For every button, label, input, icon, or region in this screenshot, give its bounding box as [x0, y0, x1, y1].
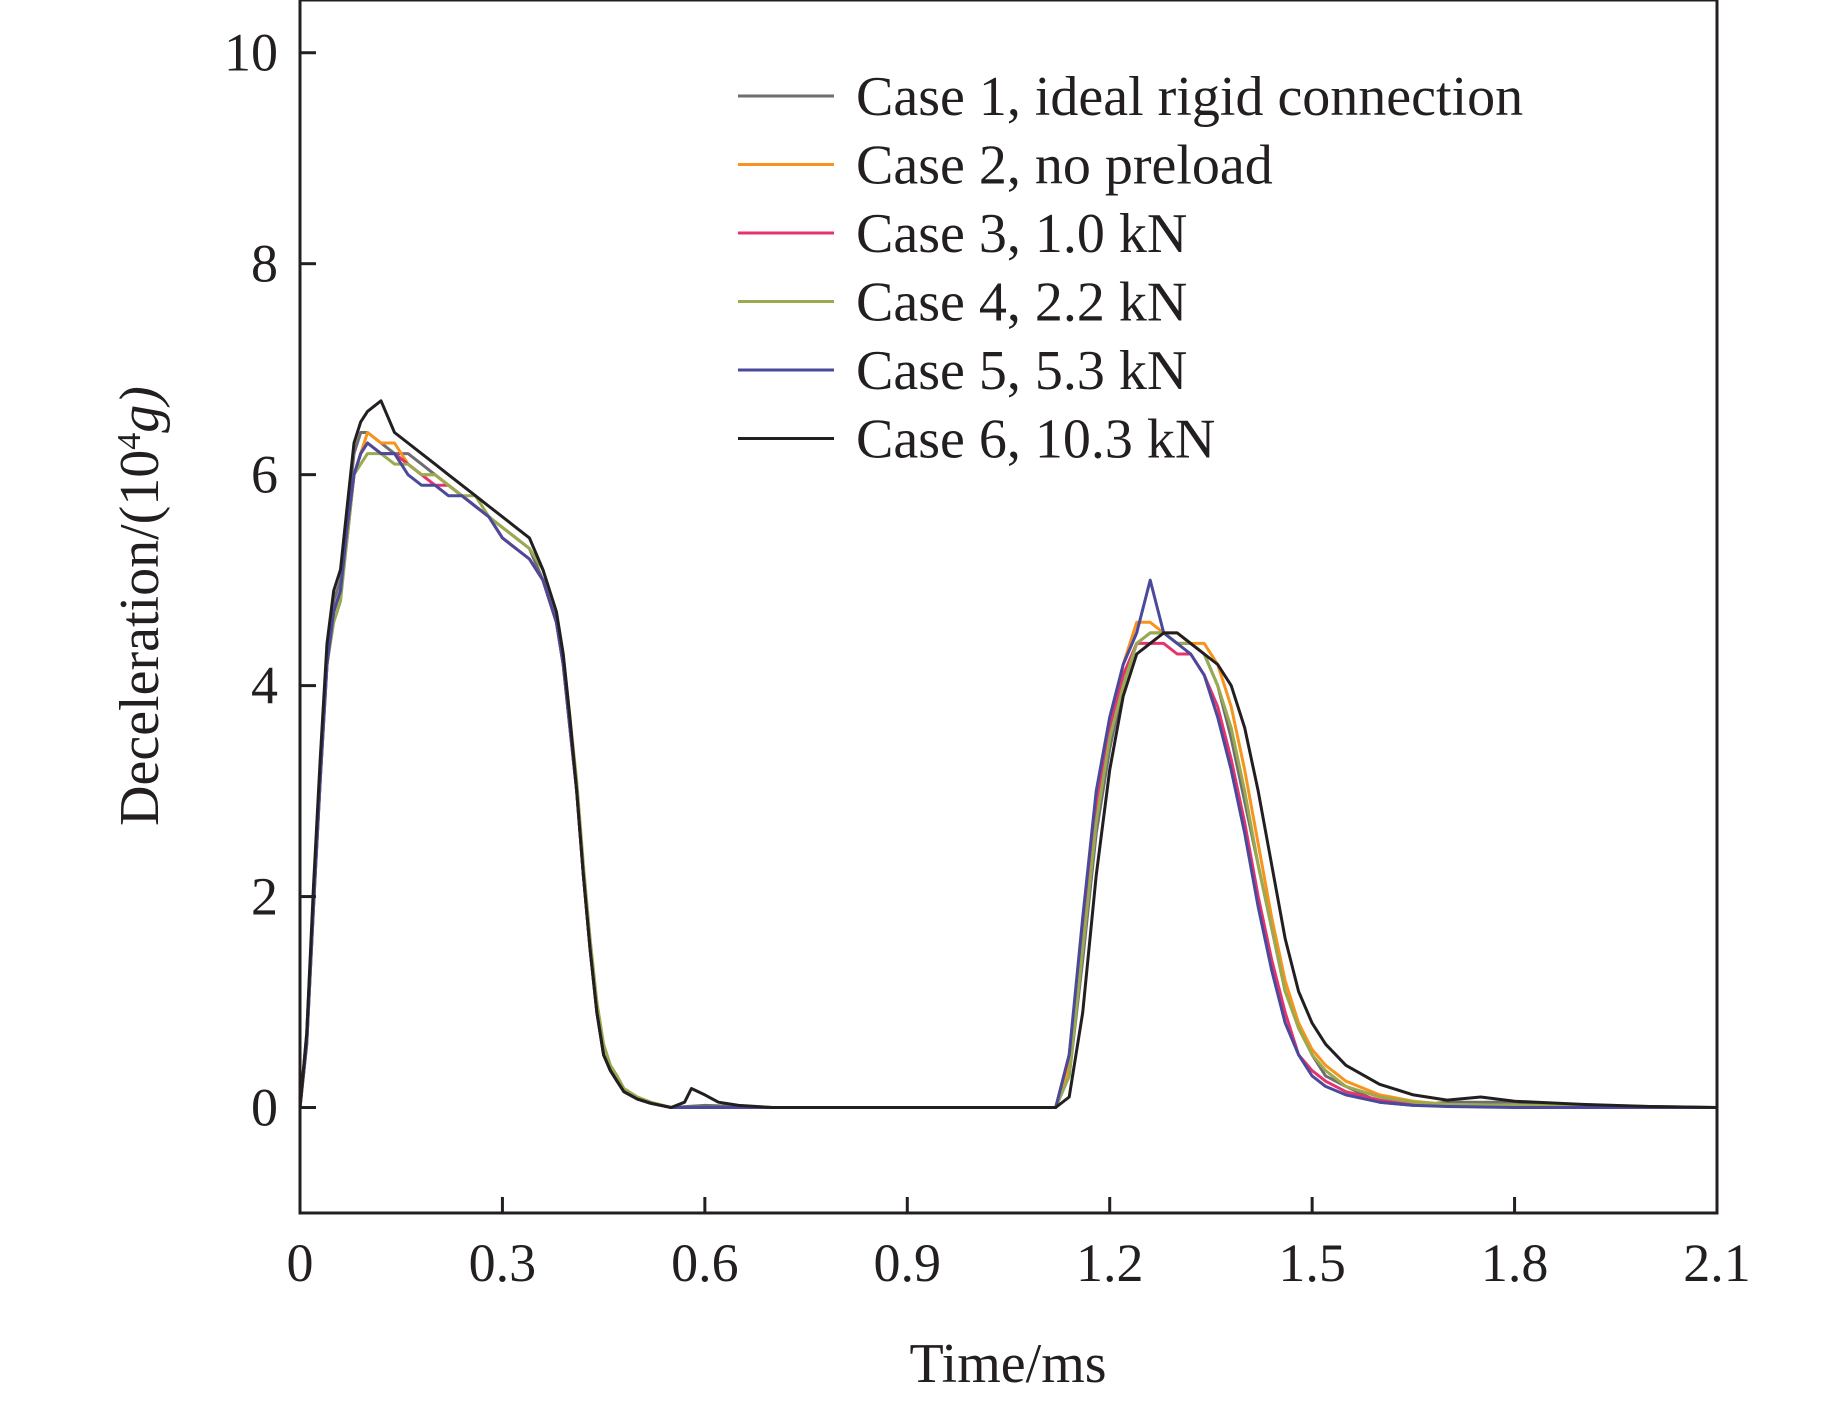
legend-label-case-6: Case 6, 10.3 kN	[856, 409, 1215, 471]
y-tick-label: 0	[251, 1078, 278, 1138]
plot-frame	[298, 0, 1719, 1215]
x-axis-label: Time/ms	[909, 1333, 1106, 1395]
x-tick-label: 1.2	[1076, 1233, 1144, 1293]
y-tick-label: 4	[251, 656, 278, 716]
legend-label-case-1: Case 1, ideal rigid connection	[856, 66, 1523, 128]
y-tick-label: 2	[251, 867, 278, 927]
legend-label-case-4: Case 4, 2.2 kN	[856, 272, 1187, 334]
x-axis-ticks: 0 0.3 0.6 0.9 1.2 1.5 1.8 2.1	[287, 1197, 1751, 1293]
x-tick-label: 0.3	[469, 1233, 537, 1293]
y-tick-label: 8	[251, 234, 278, 294]
x-tick-label: 0.9	[874, 1233, 942, 1293]
y-tick-label: 6	[251, 445, 278, 505]
y-axis-label-prefix: Deceleration/(10	[109, 450, 171, 826]
legend-label-case-2: Case 2, no preload	[856, 135, 1273, 197]
y-tick-label: 10	[224, 23, 278, 83]
x-tick-label: 1.8	[1481, 1233, 1549, 1293]
legend-label-case-3: Case 3, 1.0 kN	[856, 203, 1187, 265]
legend: Case 1, ideal rigid connection Case 2, no…	[738, 66, 1523, 471]
x-tick-label: 0	[287, 1233, 314, 1293]
plot-lines	[298, 399, 1719, 1109]
x-tick-label: 2.1	[1683, 1233, 1751, 1293]
y-axis-label: Deceleration/(104g)	[109, 386, 171, 826]
x-tick-label: 0.6	[671, 1233, 739, 1293]
x-tick-label: 1.5	[1278, 1233, 1346, 1293]
y-axis-ticks: 0 2 4 6 8 10	[224, 23, 316, 1138]
legend-label-case-5: Case 5, 5.3 kN	[856, 340, 1187, 402]
y-axis-label-exponent: 4	[111, 433, 148, 450]
series-line-case-5	[298, 441, 1719, 1109]
series-line-case-3	[298, 441, 1719, 1109]
series-line-case-6	[298, 399, 1719, 1109]
series-line-case-4	[298, 452, 1719, 1109]
y-axis-label-suffix: g)	[109, 386, 171, 433]
